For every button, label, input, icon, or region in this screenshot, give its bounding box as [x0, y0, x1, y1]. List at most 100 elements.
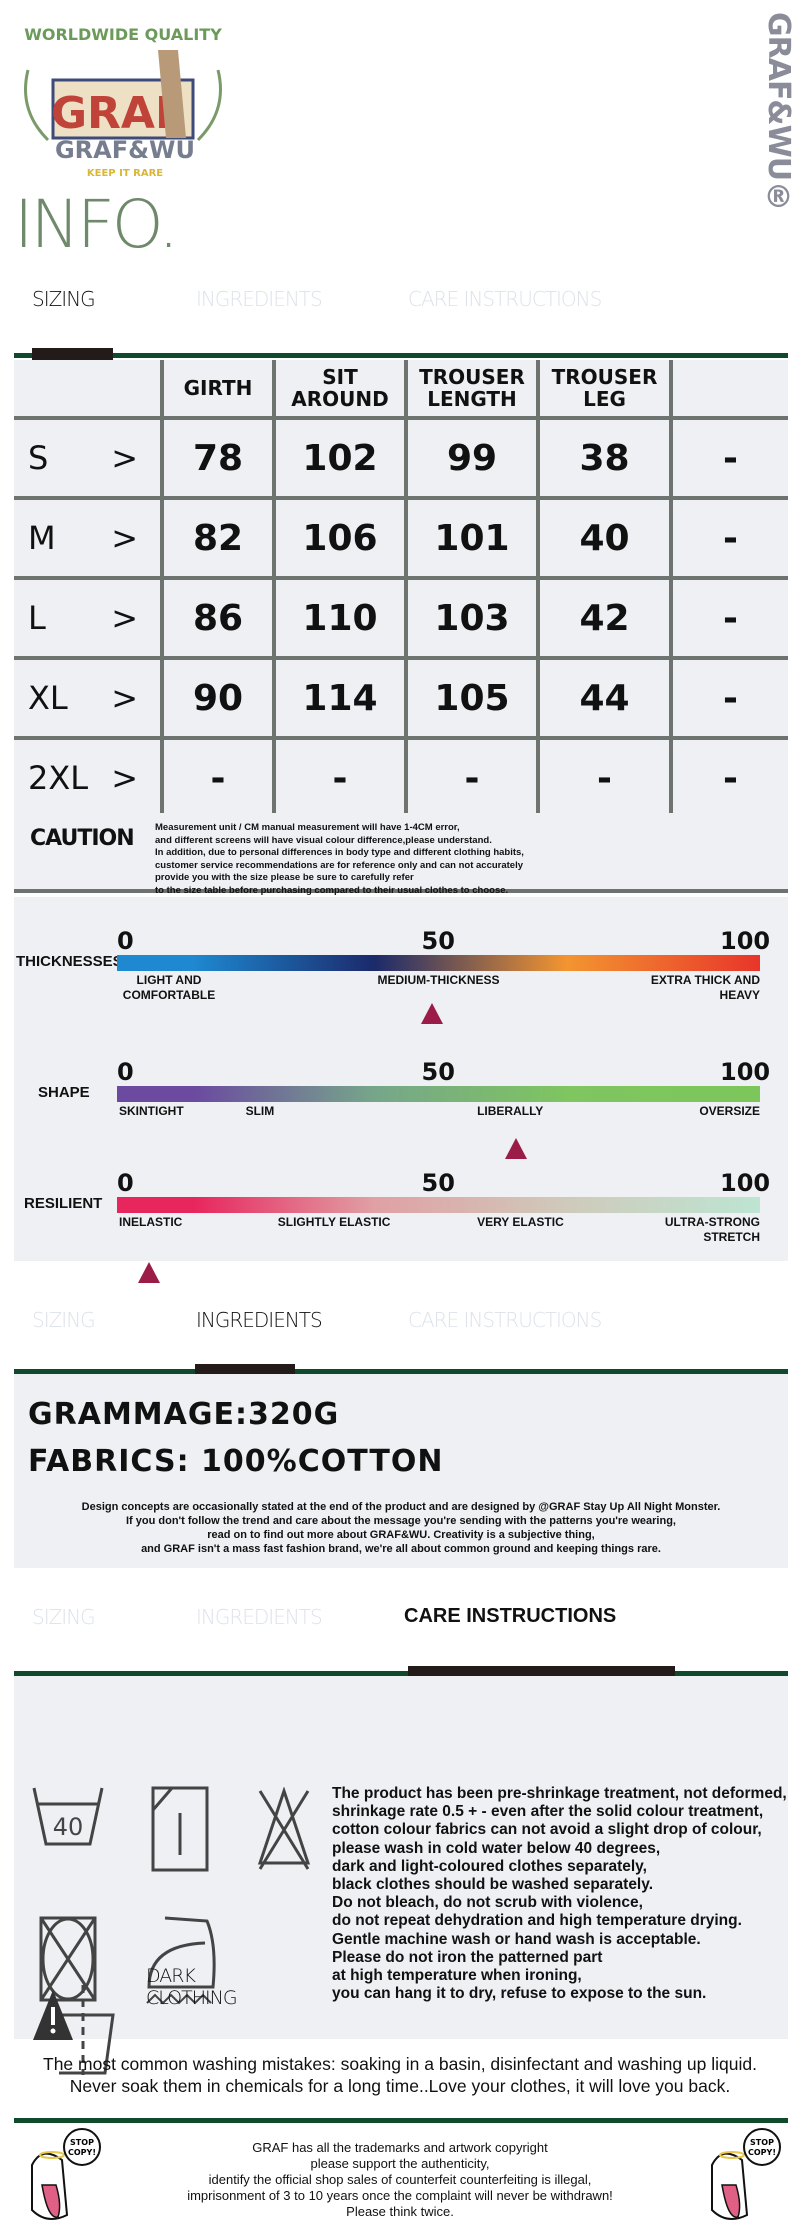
- size-cell: XL >: [14, 656, 164, 740]
- scale-label: MEDIUM-THICKNESS: [377, 973, 500, 987]
- scale-tick: 100: [720, 927, 771, 955]
- grammage-label: GRAMMAGE:: [28, 1397, 248, 1432]
- scale-gradient-bar: [117, 955, 760, 971]
- measurement-cell: -: [669, 576, 788, 660]
- table-row: XL >90 114 105 44-: [14, 656, 788, 740]
- page-title: INFO.: [14, 186, 179, 263]
- tab-sizing[interactable]: SIZING: [32, 1605, 96, 1629]
- svg-text:STOP: STOP: [70, 2138, 94, 2147]
- tab-care-instructions[interactable]: CARE INSTRUCTIONS: [404, 1605, 617, 1627]
- measurement-cell: 78: [160, 416, 276, 500]
- tab-care-instructions[interactable]: CARE INSTRUCTIONS: [408, 287, 602, 311]
- scale-gradient-bar: [117, 1197, 760, 1213]
- scale-label: ULTRA-STRONG STRETCH: [664, 1215, 760, 1244]
- scale-label: LIBERALLY: [477, 1104, 544, 1118]
- tab-sizing[interactable]: SIZING: [32, 287, 96, 311]
- tab-ingredients[interactable]: INGREDIENTS: [196, 1308, 323, 1332]
- measurement-cell: 82: [160, 496, 276, 580]
- svg-text:COPY!: COPY!: [68, 2148, 96, 2157]
- scale-gradient-bar: [117, 1086, 760, 1102]
- svg-text:COPY!: COPY!: [748, 2148, 776, 2157]
- measurement-cell: -: [669, 496, 788, 580]
- tab-sizing[interactable]: SIZING: [32, 1308, 96, 1332]
- care-line: black clothes should be washed separatel…: [332, 1876, 654, 1894]
- caution-panel: [14, 813, 788, 893]
- measurement-cell: -: [669, 416, 788, 500]
- section-tabs-ingredients: SIZING INGREDIENTS CARE INSTRUCTIONS: [0, 1308, 800, 1338]
- header-extra: [669, 360, 788, 420]
- header-sit-around: SIT AROUND: [272, 360, 408, 420]
- row-arrow-icon: >: [111, 519, 138, 557]
- brand-logo: WORLDWIDE QUALITY GRAF GRAF&WU KEEP IT R…: [24, 25, 222, 179]
- footer-line: imprisonment of 3 to 10 years once the c…: [187, 2188, 613, 2203]
- measurement-cell: -: [404, 736, 540, 820]
- caution-line: and different screens will have visual c…: [155, 834, 492, 846]
- measurement-cell: 114: [272, 656, 408, 740]
- row-arrow-icon: >: [111, 759, 138, 797]
- do-not-tumble-dry-icon: [39, 1916, 97, 2002]
- caution-text: Measurement unit / CM manual measurement…: [155, 822, 524, 897]
- svg-text:GRAF&WU: GRAF&WU: [55, 136, 195, 164]
- row-arrow-icon: >: [111, 439, 138, 477]
- svg-text:40: 40: [53, 1813, 84, 1841]
- care-line: The product has been pre-shrinkage treat…: [332, 1785, 787, 1802]
- care-line: Please do not iron the patterned part: [332, 1948, 603, 1966]
- grammage-row: GRAMMAGE:320G: [28, 1397, 339, 1432]
- caution-line: provide you with the size please be sure…: [155, 872, 414, 883]
- care-instructions-text: The product has been pre-shrinkage treat…: [332, 1785, 787, 2003]
- tab-ingredients[interactable]: INGREDIENTS: [196, 1605, 323, 1629]
- scale-tick: 50: [421, 927, 455, 955]
- tab-care-instructions[interactable]: CARE INSTRUCTIONS: [408, 1308, 602, 1332]
- table-row: S >78 102 99 38-: [14, 416, 788, 500]
- footer-line: identify the official shop sales of coun…: [208, 2172, 592, 2187]
- care-line: at high temperature when ironing,: [332, 1967, 582, 1985]
- care-line: cotton colour fabrics can not avoid a sl…: [332, 1821, 762, 1839]
- scale-label: SLIGHTLY ELASTIC: [277, 1215, 391, 1229]
- measurement-cell: 101: [404, 496, 540, 580]
- scale-label: VERY ELASTIC: [477, 1215, 564, 1229]
- size-cell: 2XL >: [14, 736, 164, 820]
- measurement-cell: 44: [536, 656, 673, 740]
- row-arrow-icon: >: [111, 679, 138, 717]
- row-arrow-icon: >: [111, 599, 138, 637]
- section-divider: [14, 1369, 788, 1374]
- section-tabs-sizing: SIZING INGREDIENTS CARE INSTRUCTIONS: [0, 287, 800, 317]
- size-label: S: [28, 439, 49, 477]
- copyright-notice: GRAF has all the trademarks and artwork …: [0, 2140, 800, 2220]
- measurement-cell: 90: [160, 656, 276, 740]
- caution-line: customer service recommendations are for…: [155, 859, 524, 871]
- caution-line: In addition, due to personal differences…: [155, 847, 524, 858]
- scale-label: LIGHT AND COMFORTABLE: [122, 973, 216, 1002]
- measurement-cell: 42: [536, 576, 673, 660]
- care-line: please wash in cold water below 40 degre…: [332, 1839, 661, 1857]
- dark-label-line: DARK: [146, 1965, 196, 1987]
- scale-tick: 50: [421, 1058, 455, 1086]
- table-row: 2XL > - - - - -: [14, 736, 788, 820]
- scale-tick: 50: [421, 1169, 455, 1197]
- do-not-bleach-icon: [257, 1787, 311, 1870]
- vertical-brand-mark: GRAF&WU®: [761, 12, 796, 215]
- size-label: M: [28, 519, 56, 557]
- care-panel: [14, 1676, 788, 2039]
- size-cell: S >: [14, 416, 164, 500]
- design-line: read on to find out more about GRAF&WU. …: [207, 1529, 595, 1541]
- size-label: XL: [28, 679, 68, 717]
- care-line: Do not bleach, do not scrub with violenc…: [332, 1894, 643, 1912]
- scale-tick: 0: [117, 927, 134, 955]
- scale-tick: 100: [720, 1058, 771, 1086]
- measurement-cell: 40: [536, 496, 673, 580]
- measurement-cell: 110: [272, 576, 408, 660]
- size-cell: L >: [14, 576, 164, 660]
- caution-title: CAUTION: [30, 826, 135, 851]
- washing-mistakes-text: The most common washing mistakes: soakin…: [0, 2053, 800, 2097]
- scale-name-resilient: RESILIENT: [24, 1195, 103, 1212]
- footer-divider: [14, 2118, 788, 2123]
- section-divider: [14, 1671, 788, 1676]
- design-line: If you don't follow the trend and care a…: [126, 1515, 676, 1527]
- fabrics-value: 100%COTTON: [201, 1444, 444, 1479]
- measurement-cell: 105: [404, 656, 540, 740]
- header-trouser-length: TROUSER LENGTH: [404, 360, 540, 420]
- tab-ingredients[interactable]: INGREDIENTS: [196, 287, 323, 311]
- scale-name-shape: SHAPE: [38, 1084, 90, 1101]
- header-trouser-leg: TROUSER LEG: [536, 360, 673, 420]
